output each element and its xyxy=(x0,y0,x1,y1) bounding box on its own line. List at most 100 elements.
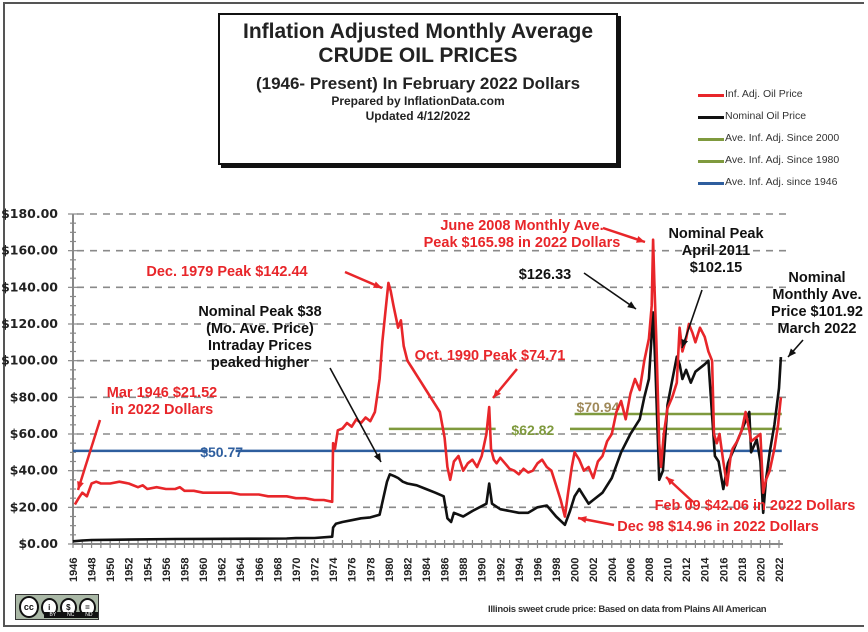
annotation-arrow xyxy=(329,367,382,463)
x-tick-label: 1970 xyxy=(291,558,303,582)
annotation-mar-1946: Mar 1946 $21.52 xyxy=(107,385,217,401)
legend-item-inf-adj: Inf. Adj. Oil Price xyxy=(694,86,864,108)
y-tick-label: $0.00 xyxy=(18,536,58,551)
annotation-june-2008: June 2008 Monthly Ave. xyxy=(440,218,603,234)
annotation-arrow-head xyxy=(373,281,382,288)
x-tick-label: 1978 xyxy=(365,558,377,582)
prepared-by: Prepared by InflationData.com xyxy=(331,94,505,108)
legend-swatch xyxy=(698,182,724,185)
x-tick-label: 2004 xyxy=(607,557,619,582)
x-tick-label: 1986 xyxy=(440,558,452,582)
license-label: BY xyxy=(49,612,57,618)
y-tick-label: $180.00 xyxy=(1,206,58,221)
x-tick-label: 1972 xyxy=(310,558,322,582)
x-tick-label: 1960 xyxy=(198,558,210,582)
annotation-feb-2009: Feb 09 $42.06 in 2022 Dollars xyxy=(655,498,856,514)
x-tick-label: 1980 xyxy=(384,558,396,582)
annotation-nominal-march-2022: Monthly Ave. xyxy=(772,287,861,303)
annotation-arrow-head xyxy=(666,477,675,486)
legend-swatch xyxy=(698,138,724,141)
x-tick-label: 1966 xyxy=(254,558,266,582)
license-label: NC xyxy=(67,612,75,618)
legend-label: Inf. Adj. Oil Price xyxy=(725,88,803,100)
x-tick-label: 1974 xyxy=(328,557,340,582)
license-strip: BY NC ND xyxy=(44,612,98,618)
annotation-nominal-peak-2011: Nominal Peak xyxy=(668,226,764,242)
x-tick-label: 2006 xyxy=(625,558,637,582)
title-box: Inflation Adjusted Monthly Average CRUDE… xyxy=(218,13,618,165)
y-tick-label: $80.00 xyxy=(10,389,59,404)
x-tick-label: 2016 xyxy=(718,558,730,582)
x-tick-label: 1948 xyxy=(87,558,99,582)
x-tick-label: 2012 xyxy=(681,558,693,582)
x-tick-label: 1956 xyxy=(161,558,173,582)
legend-item-ave-2000: Ave. Inf. Adj. Since 2000 xyxy=(694,130,864,152)
x-tick-label: 1998 xyxy=(551,558,563,582)
annotation-nominal-peak-1980: peaked higher xyxy=(211,355,310,371)
annotation-arrow-head xyxy=(636,236,645,243)
annotation-nominal-peak-2011: $102.15 xyxy=(690,260,742,276)
y-tick-label: $120.00 xyxy=(1,316,58,331)
annotation-nominal-peak-1980: (Mo. Ave. Price) xyxy=(206,321,314,337)
updated-date: Updated 4/12/2022 xyxy=(365,109,471,123)
x-tick-label: 2000 xyxy=(570,558,582,582)
legend-label: Nominal Oil Price xyxy=(725,110,807,122)
annotation-nominal-march-2022: Price $101.92 xyxy=(771,304,863,320)
x-tick-label: 1958 xyxy=(179,558,191,582)
annotation-arrow-head xyxy=(788,348,797,357)
chart-frame xyxy=(3,2,864,627)
inf-adj-price-line xyxy=(73,238,783,518)
average-label-1980: $62.82 xyxy=(511,422,554,438)
annotation-arrow xyxy=(681,289,703,349)
cc-icon: cc xyxy=(19,596,39,618)
y-tick-label: $160.00 xyxy=(1,243,58,258)
legend: Inf. Adj. Oil Price Nominal Oil Price Av… xyxy=(694,86,864,196)
annotation-nominal-march-2022: March 2022 xyxy=(778,321,857,337)
annotation-arrow-head xyxy=(77,481,84,490)
y-tick-label: $100.00 xyxy=(1,353,58,368)
annotation-dec-1998: Dec 98 $14.96 in 2022 Dollars xyxy=(617,519,819,535)
y-tick-label: $20.00 xyxy=(10,499,59,514)
x-tick-label: 1962 xyxy=(217,558,229,582)
x-tick-label: 1946 xyxy=(68,558,80,582)
legend-swatch xyxy=(698,116,724,119)
legend-label: Ave. Inf. Adj. Since 1980 xyxy=(725,154,840,166)
source-note: Illinois sweet crude price: Based on dat… xyxy=(488,604,767,615)
chart-title-line2: CRUDE OIL PRICES xyxy=(318,44,518,67)
x-tick-label: 2020 xyxy=(755,558,767,582)
annotation-nominal-march-2022: Nominal xyxy=(788,270,845,286)
x-tick-label: 1968 xyxy=(272,558,284,582)
x-tick-label: 1964 xyxy=(235,557,247,582)
legend-item-nominal: Nominal Oil Price xyxy=(694,108,864,130)
annotation-arrow-head xyxy=(578,516,587,524)
legend-label: Ave. Inf. Adj. since 1946 xyxy=(725,176,838,188)
legend-swatch xyxy=(698,160,724,163)
average-label-2000: $70.94 xyxy=(576,399,619,415)
annotation-dec-1979: Dec. 1979 Peak $142.44 xyxy=(146,264,307,280)
legend-item-ave-1980: Ave. Inf. Adj. Since 1980 xyxy=(694,152,864,174)
annotation-arrow-head xyxy=(681,339,689,348)
annotation-nominal-2008: $126.33 xyxy=(519,267,571,283)
y-tick-label: $60.00 xyxy=(10,426,59,441)
x-tick-label: 1996 xyxy=(532,558,544,582)
annotation-mar-1946: in 2022 Dollars xyxy=(111,402,213,418)
y-tick-label: $140.00 xyxy=(1,279,58,294)
x-tick-label: 1988 xyxy=(458,558,470,582)
average-label-1946: $50.77 xyxy=(200,444,243,460)
x-tick-label: 1954 xyxy=(142,557,154,582)
x-tick-label: 1994 xyxy=(514,557,526,582)
legend-item-ave-1946: Ave. Inf. Adj. since 1946 xyxy=(694,174,864,196)
annotation-arrow xyxy=(76,419,102,491)
legend-label: Ave. Inf. Adj. Since 2000 xyxy=(725,132,840,144)
legend-swatch xyxy=(698,94,724,97)
y-tick-label: $40.00 xyxy=(10,463,59,478)
x-tick-label: 1950 xyxy=(105,558,117,582)
x-tick-label: 1976 xyxy=(347,558,359,582)
x-tick-label: 2002 xyxy=(588,558,600,582)
x-tick-label: 1984 xyxy=(421,557,433,582)
x-tick-label: 2014 xyxy=(700,557,712,582)
x-tick-label: 1952 xyxy=(124,558,136,582)
x-tick-label: 1992 xyxy=(495,558,507,582)
x-tick-label: 2010 xyxy=(663,558,675,582)
